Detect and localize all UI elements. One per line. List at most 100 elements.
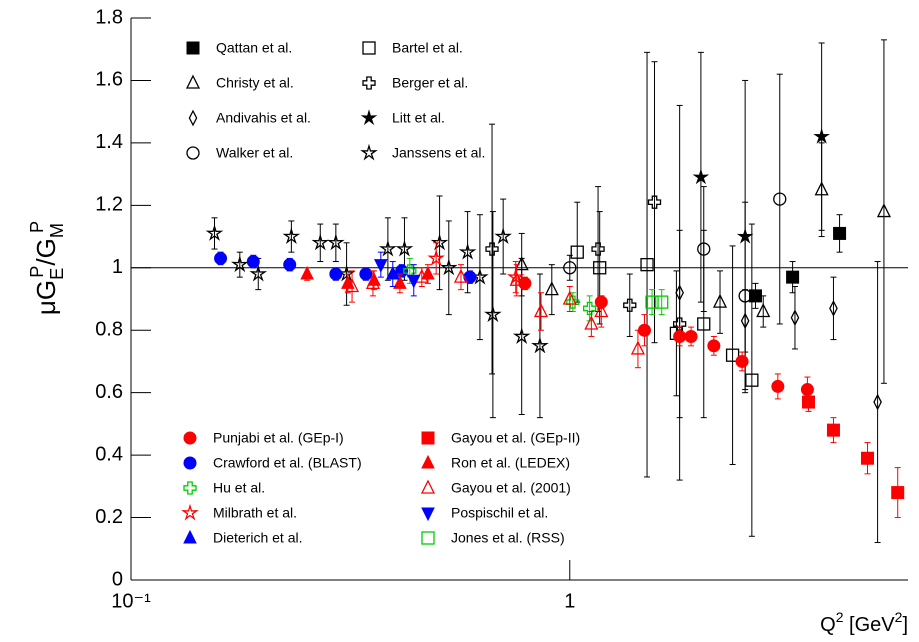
legend-marker bbox=[185, 74, 201, 89]
y-tick-label: 0.4 bbox=[95, 443, 123, 465]
x-axis-label: Q2 [GeV2] bbox=[820, 609, 908, 637]
legend-label: Walker et al. bbox=[216, 145, 293, 161]
x-tick-label: 1 bbox=[564, 590, 575, 612]
label-part: P bbox=[27, 266, 47, 278]
marker bbox=[891, 486, 905, 500]
legend-label: Jones et al. (RSS) bbox=[451, 530, 565, 546]
legend-label: Qattan et al. bbox=[216, 40, 292, 56]
marker bbox=[439, 258, 458, 276]
y-tick-label: 0 bbox=[112, 568, 123, 590]
marker bbox=[591, 242, 605, 256]
marker bbox=[230, 255, 249, 273]
legend-marker bbox=[186, 146, 200, 160]
legend-marker bbox=[181, 503, 199, 521]
legend-label: Andivahis et al. bbox=[216, 110, 311, 126]
marker bbox=[365, 274, 381, 290]
legend-marker bbox=[360, 143, 378, 161]
y-tick-label: 1.6 bbox=[95, 69, 123, 91]
marker bbox=[692, 168, 710, 185]
marker bbox=[379, 239, 397, 257]
marker bbox=[570, 245, 584, 259]
marker bbox=[205, 224, 224, 241]
marker bbox=[427, 249, 445, 266]
y-tick-label: 1.8 bbox=[95, 6, 123, 28]
marker bbox=[712, 293, 728, 308]
marker bbox=[584, 315, 599, 330]
label-part: 2 bbox=[836, 609, 844, 625]
legend-marker bbox=[362, 41, 376, 55]
marker bbox=[374, 259, 388, 273]
marker bbox=[531, 336, 549, 354]
marker bbox=[876, 203, 891, 218]
marker bbox=[745, 373, 759, 387]
marker bbox=[385, 265, 400, 280]
marker bbox=[675, 284, 684, 302]
marker bbox=[563, 261, 577, 275]
label-part: M bbox=[47, 223, 67, 238]
legend-marker bbox=[183, 529, 197, 544]
marker bbox=[533, 303, 549, 318]
marker bbox=[283, 258, 297, 272]
label-part: E bbox=[47, 268, 67, 280]
marker bbox=[246, 255, 260, 269]
y-tick-label: 0.8 bbox=[95, 319, 123, 341]
legend-label: Gayou et al. (2001) bbox=[451, 480, 571, 496]
marker bbox=[672, 317, 687, 331]
marker bbox=[790, 309, 800, 327]
marker bbox=[359, 267, 373, 281]
marker bbox=[593, 261, 607, 275]
marker bbox=[771, 379, 785, 393]
marker bbox=[512, 327, 531, 344]
marker bbox=[735, 354, 749, 368]
marker bbox=[786, 270, 800, 284]
marker bbox=[697, 242, 711, 256]
legend-label: Gayou et al. (GEp-II) bbox=[451, 430, 580, 446]
legend-label: Milbrath et al. bbox=[213, 505, 297, 521]
marker bbox=[697, 317, 711, 331]
legend-label: Litt et al. bbox=[392, 110, 445, 126]
marker bbox=[756, 303, 771, 318]
marker bbox=[484, 305, 502, 323]
legend-marker bbox=[183, 456, 197, 470]
marker bbox=[214, 251, 228, 265]
marker bbox=[623, 298, 637, 312]
y-tick-label: 0.2 bbox=[95, 506, 123, 528]
marker bbox=[430, 233, 449, 251]
marker bbox=[725, 348, 740, 362]
legend-label: Pospischil et al. bbox=[451, 505, 548, 521]
marker bbox=[630, 340, 645, 355]
marker bbox=[509, 271, 524, 286]
legend-marker bbox=[186, 41, 200, 55]
legend-label: Hu et al. bbox=[213, 480, 265, 496]
marker bbox=[463, 270, 477, 284]
marker bbox=[594, 303, 609, 318]
marker bbox=[327, 233, 345, 251]
marker bbox=[640, 258, 654, 272]
legend-marker bbox=[183, 431, 197, 445]
marker bbox=[829, 299, 838, 317]
y-axis-label: μGEP/GMP bbox=[27, 221, 67, 315]
marker bbox=[673, 329, 687, 343]
marker bbox=[860, 451, 874, 465]
marker bbox=[645, 295, 659, 309]
legend-marker bbox=[420, 479, 436, 494]
label-part: [GeV bbox=[844, 614, 896, 636]
legend-marker bbox=[421, 431, 435, 445]
marker bbox=[738, 289, 752, 303]
marker bbox=[655, 295, 669, 309]
marker bbox=[249, 264, 268, 282]
marker bbox=[395, 264, 409, 278]
label-part: ] bbox=[902, 614, 908, 636]
marker bbox=[393, 275, 407, 289]
marker bbox=[826, 423, 840, 437]
legend-label: Berger et al. bbox=[392, 75, 468, 91]
marker bbox=[562, 290, 577, 305]
marker bbox=[873, 393, 882, 411]
marker bbox=[707, 339, 721, 353]
marker bbox=[329, 267, 343, 281]
marker bbox=[485, 242, 499, 256]
marker bbox=[494, 227, 512, 245]
marker bbox=[800, 383, 814, 397]
legend-marker bbox=[183, 481, 197, 495]
